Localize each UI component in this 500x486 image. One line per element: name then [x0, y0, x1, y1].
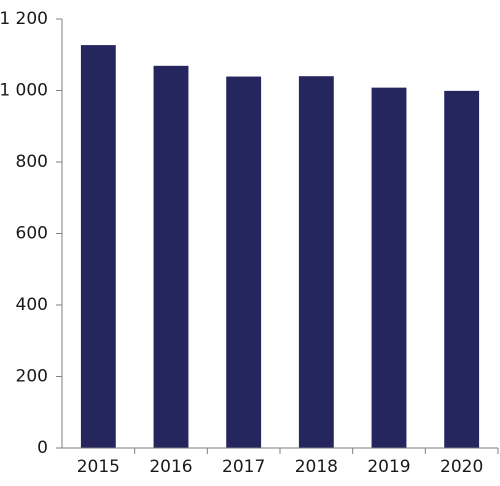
y-tick-label: 0 [37, 438, 48, 458]
x-tick-label: 2019 [367, 457, 410, 477]
y-tick-label: 400 [16, 295, 48, 315]
bar-2017 [226, 76, 262, 449]
x-axis-ticks: 2015 2016 2017 2018 2019 2020 [77, 448, 499, 477]
x-tick-label: 2015 [77, 457, 120, 477]
y-tick-label: 200 [16, 367, 48, 387]
bar-2015 [80, 45, 116, 448]
bars [80, 45, 480, 449]
bar-2020 [444, 90, 480, 449]
bar-2016 [153, 65, 189, 449]
y-tick-label: 800 [16, 152, 48, 172]
x-tick-label: 2018 [295, 457, 338, 477]
x-tick-label: 2016 [149, 457, 192, 477]
bar-2018 [298, 76, 334, 448]
y-axis-ticks: 0 200 400 600 800 1 000 1 200 [0, 9, 62, 458]
y-tick-label: 600 [16, 224, 48, 244]
bar-2019 [371, 87, 407, 448]
y-tick-label: 1 000 [0, 81, 48, 101]
x-tick-label: 2017 [222, 457, 265, 477]
x-tick-label: 2020 [440, 457, 483, 477]
y-tick-label: 1 200 [0, 9, 48, 29]
